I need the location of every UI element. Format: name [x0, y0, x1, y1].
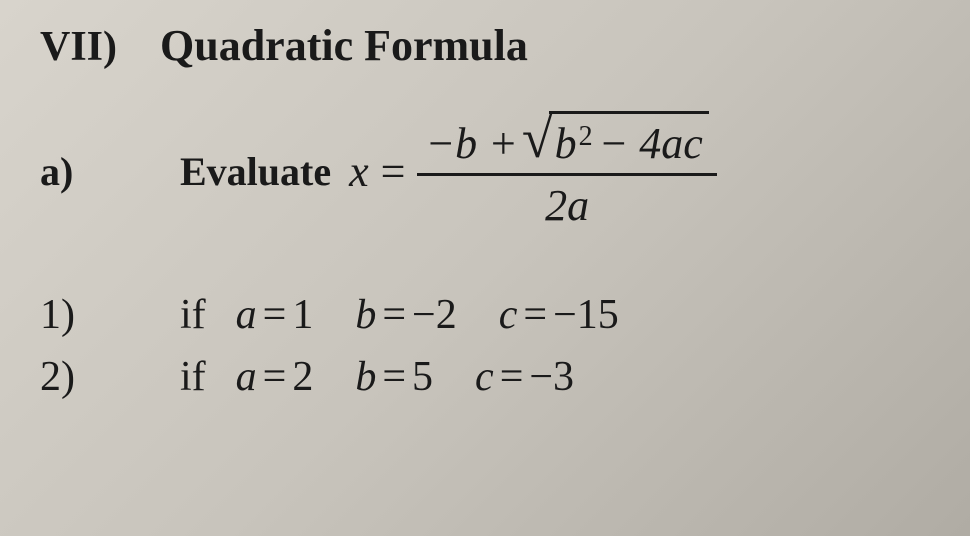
- formula-equals: =: [381, 146, 406, 197]
- op-eq: =: [382, 354, 406, 400]
- assign-c: c=−15: [499, 291, 619, 339]
- sub-label: a): [40, 148, 180, 195]
- item-number: 2): [40, 353, 180, 401]
- var-c: c: [499, 292, 518, 338]
- val-c: −3: [529, 354, 574, 400]
- numerator-leading: −b +: [425, 118, 517, 169]
- subproblem-a: a) Evaluate x = −b + √ b 2 − 4ac 2a: [40, 111, 930, 231]
- assign-c: c=−3: [475, 353, 574, 401]
- item-1: 1) if a=1 b=−2 c=−15: [40, 291, 930, 339]
- var-c: c: [475, 354, 494, 400]
- assign-b: b=5: [355, 353, 433, 401]
- op-eq: =: [263, 292, 287, 338]
- op-eq: =: [263, 354, 287, 400]
- formula-denominator: 2a: [545, 176, 589, 231]
- op-eq: =: [523, 292, 547, 338]
- val-a: 1: [292, 292, 313, 338]
- if-text: if: [180, 291, 206, 339]
- var-a: a: [236, 292, 257, 338]
- section-title: Quadratic Formula: [160, 20, 528, 71]
- formula-fraction: −b + √ b 2 − 4ac 2a: [417, 111, 716, 231]
- item-number: 1): [40, 291, 180, 339]
- formula-lhs: x: [349, 146, 369, 197]
- section-header: VII) Quadratic Formula: [40, 20, 930, 71]
- val-c: −15: [553, 292, 619, 338]
- radicand-exp: 2: [579, 121, 593, 153]
- val-b: −2: [412, 292, 457, 338]
- var-b: b: [355, 292, 376, 338]
- assign-b: b=−2: [355, 291, 456, 339]
- if-text: if: [180, 353, 206, 401]
- assign-a: a=2: [236, 353, 314, 401]
- formula-numerator: −b + √ b 2 − 4ac: [417, 111, 716, 176]
- val-a: 2: [292, 354, 313, 400]
- evaluate-text: Evaluate: [180, 148, 331, 195]
- op-eq: =: [500, 354, 524, 400]
- val-b: 5: [412, 354, 433, 400]
- section-number: VII): [40, 23, 160, 71]
- radicand-b: b: [555, 118, 577, 169]
- var-b: b: [355, 354, 376, 400]
- op-eq: =: [382, 292, 406, 338]
- item-2: 2) if a=2 b=5 c=−3: [40, 353, 930, 401]
- sqrt: √ b 2 − 4ac: [522, 111, 709, 169]
- radicand: b 2 − 4ac: [549, 111, 709, 169]
- assign-a: a=1: [236, 291, 314, 339]
- radicand-rest: − 4ac: [599, 118, 703, 169]
- var-a: a: [236, 354, 257, 400]
